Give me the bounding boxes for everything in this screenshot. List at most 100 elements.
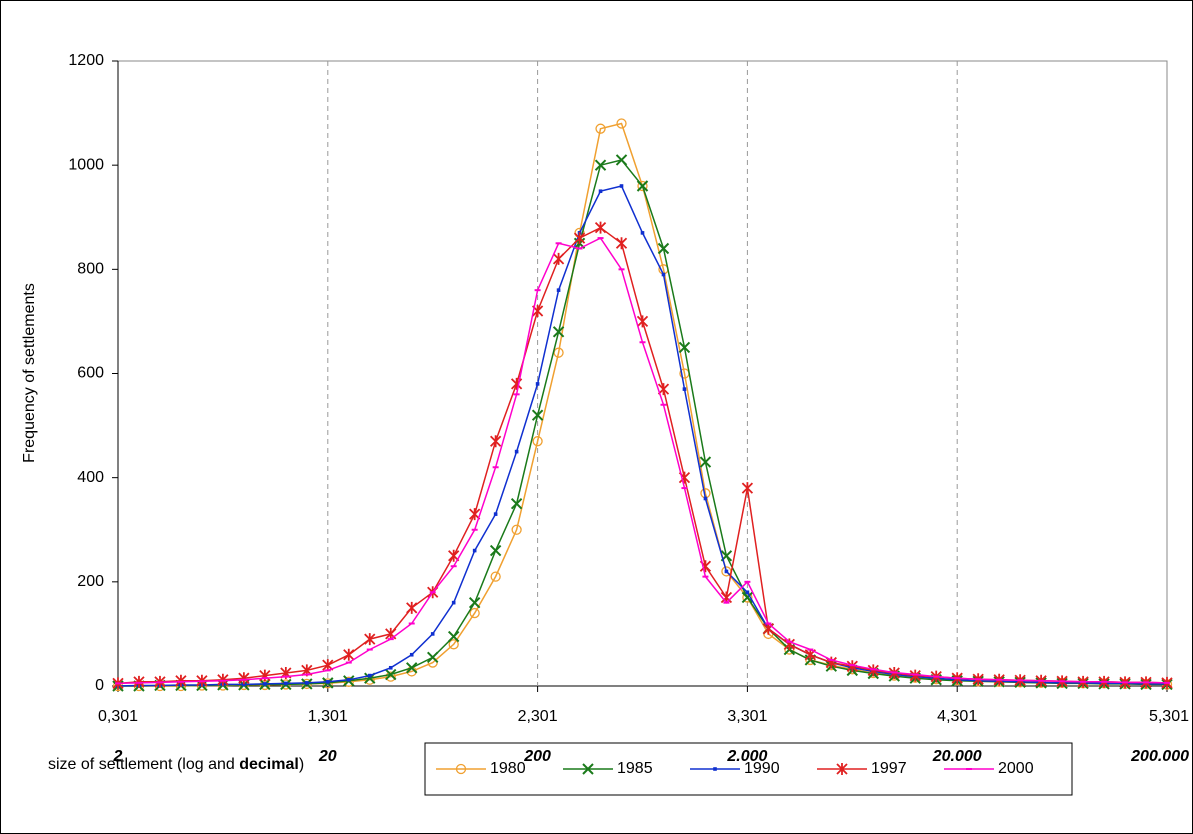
marker [637, 180, 648, 192]
marker [430, 632, 435, 636]
marker [242, 682, 246, 687]
marker [616, 118, 627, 129]
x-tick-label: 1,301 [308, 708, 348, 725]
y-tick-label: 200 [77, 573, 104, 590]
marker [406, 601, 418, 614]
x-tick-label: 2,301 [518, 708, 558, 725]
y-tick-label: 400 [77, 469, 104, 486]
marker [510, 498, 523, 510]
marker [615, 237, 628, 250]
marker [447, 630, 460, 643]
legend-label: 1997 [871, 760, 907, 777]
x-axis-title-part: decimal [239, 756, 299, 773]
marker [531, 409, 544, 421]
marker [762, 622, 775, 635]
marker [552, 252, 565, 265]
legend-label: 1985 [617, 760, 653, 777]
x-tick-label: 5,301 [1149, 708, 1189, 725]
marker [594, 159, 607, 171]
marker [472, 548, 477, 553]
x-axis-title-part: size of settlement (log and [48, 756, 239, 773]
marker [615, 154, 628, 166]
marker [783, 638, 795, 651]
x-axis-title: size of settlement (log and decimal) [48, 756, 304, 773]
marker [364, 633, 376, 646]
marker [493, 512, 498, 516]
marker [346, 677, 351, 682]
marker [468, 596, 481, 609]
legend-label: 1980 [490, 760, 526, 777]
marker [133, 675, 145, 688]
marker [713, 767, 717, 771]
y-tick-label: 1000 [68, 156, 104, 173]
marker [909, 669, 921, 682]
marker [552, 326, 565, 338]
marker [657, 242, 670, 255]
x-tick-label: 3,301 [727, 708, 767, 725]
marker [867, 664, 879, 677]
marker [238, 672, 250, 685]
legend-label: 1990 [744, 760, 780, 777]
marker [836, 763, 848, 775]
marker [636, 315, 649, 328]
marker [825, 656, 837, 669]
marker [724, 569, 729, 574]
x-decimal-label: 200.000 [1130, 748, 1189, 765]
marker [720, 591, 733, 604]
marker [451, 600, 456, 605]
marker [703, 496, 708, 501]
x-decimal-label: 200 [523, 748, 551, 765]
x-axis-title-part: ) [299, 756, 304, 773]
y-tick-label: 0 [95, 677, 104, 694]
marker [385, 671, 396, 682]
x-tick-label: 4,301 [937, 708, 977, 725]
y-tick-label: 600 [77, 365, 104, 382]
marker [489, 544, 502, 557]
marker [535, 382, 540, 386]
legend-label: 2000 [998, 760, 1034, 777]
marker [699, 456, 712, 468]
marker [595, 123, 606, 134]
marker [217, 673, 229, 686]
marker [490, 435, 502, 448]
marker [745, 590, 750, 595]
marker [426, 651, 439, 664]
marker [556, 288, 561, 292]
marker [448, 639, 459, 650]
marker [305, 681, 309, 685]
marker [388, 665, 393, 670]
y-tick-label: 1200 [68, 52, 104, 69]
marker [532, 436, 543, 447]
marker [619, 184, 624, 188]
marker [326, 680, 330, 684]
marker [636, 180, 649, 192]
marker [385, 668, 397, 681]
marker [846, 660, 858, 673]
marker [657, 383, 670, 396]
x-decimal-label: 20 [318, 748, 337, 765]
marker [175, 674, 187, 687]
marker [469, 508, 481, 521]
plot-area [117, 60, 1168, 687]
marker [741, 482, 754, 495]
marker [514, 449, 519, 454]
marker [741, 591, 754, 604]
x-decimal-label: 2 [113, 748, 123, 765]
marker [682, 387, 687, 391]
marker [573, 232, 586, 245]
marker [678, 341, 691, 354]
marker [409, 652, 414, 657]
marker [263, 682, 267, 686]
marker [490, 571, 501, 582]
marker [661, 272, 666, 277]
y-tick-label: 800 [77, 261, 104, 278]
y-axis-title: Frequency of settlements [21, 283, 38, 463]
marker [598, 189, 603, 194]
marker [511, 524, 522, 535]
marker [406, 662, 418, 674]
marker [284, 681, 288, 686]
series [115, 237, 1170, 685]
x-decimal-label: 20.000 [932, 748, 982, 765]
x-tick-label: 0,301 [98, 708, 138, 725]
